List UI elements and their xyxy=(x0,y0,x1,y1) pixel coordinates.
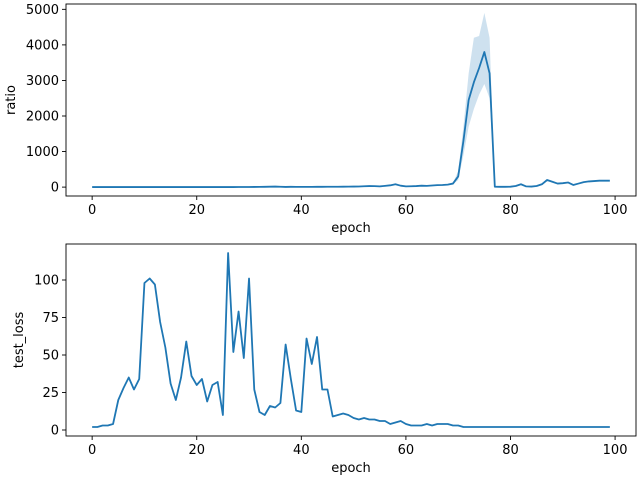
test-loss-chart: 0 20 40 60 80 100 0 25 50 75 100 epoch test_loss xyxy=(12,243,637,476)
x-tick-label: 80 xyxy=(502,203,519,218)
y-tick-label: 100 xyxy=(34,274,59,289)
series-line xyxy=(92,252,610,428)
x-tick-label: 60 xyxy=(398,203,415,218)
series-line xyxy=(92,51,610,188)
ratio-chart: 0 20 40 60 80 100010002000300040005000epochra… xyxy=(4,3,637,236)
y-axis-label: test_loss xyxy=(12,311,27,368)
x-tick-label: 60 xyxy=(398,443,415,458)
x-tick-label: 100 xyxy=(603,203,628,218)
y-axis-label: ratio xyxy=(4,85,19,115)
x-tick-label: 0 xyxy=(88,203,96,218)
confidence-band xyxy=(92,12,610,188)
y-tick-label: 0 xyxy=(51,181,59,196)
axes-frame xyxy=(65,243,637,437)
x-axis-label: epoch xyxy=(331,221,371,236)
y-tick-label: 3000 xyxy=(26,74,59,89)
x-tick-label: 20 xyxy=(188,443,205,458)
x-tick-label: 20 xyxy=(188,203,205,218)
y-tick-label: 0 xyxy=(51,424,59,439)
x-tick-label: 40 xyxy=(293,443,310,458)
y-tick-label: 50 xyxy=(42,349,59,364)
y-tick-label: 5000 xyxy=(26,3,59,18)
y-tick-label: 25 xyxy=(42,386,59,401)
x-axis-label: epoch xyxy=(331,461,371,476)
y-tick-label: 4000 xyxy=(26,38,59,53)
x-tick-label: 100 xyxy=(603,443,628,458)
y-tick-label: 75 xyxy=(42,311,59,326)
axes-frame xyxy=(65,3,637,197)
y-tick-label: 1000 xyxy=(26,145,59,160)
y-tick-label: 2000 xyxy=(26,110,59,125)
x-tick-label: 80 xyxy=(502,443,519,458)
x-tick-label: 40 xyxy=(293,203,310,218)
x-tick-label: 0 xyxy=(88,443,96,458)
